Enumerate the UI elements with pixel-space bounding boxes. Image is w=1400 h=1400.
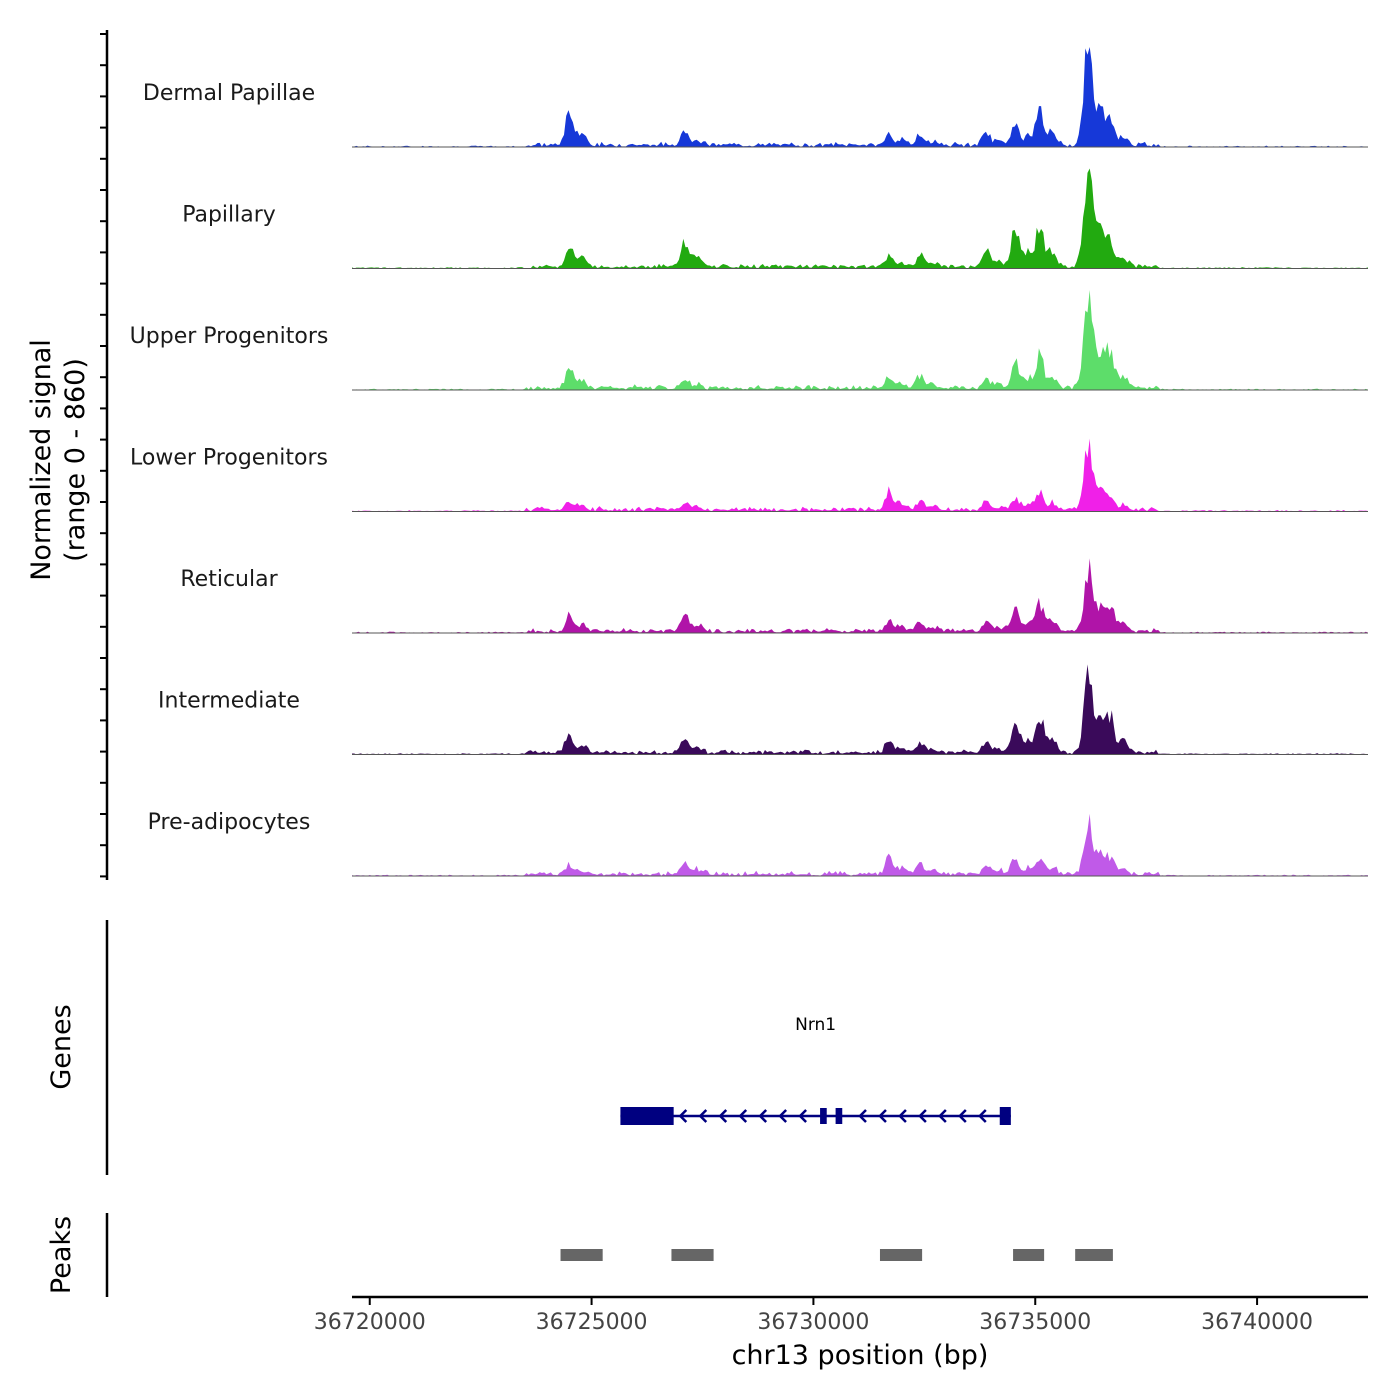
strand-arrow bbox=[918, 1109, 927, 1123]
strand-arrow bbox=[738, 1109, 748, 1123]
genes-panel-label: Genes bbox=[46, 1004, 77, 1089]
x-axis-title: chr13 position (bp) bbox=[732, 1340, 989, 1371]
gene-name: Nrn1 bbox=[795, 1015, 836, 1035]
y-axis-title-line2: (range 0 - 860) bbox=[60, 358, 91, 562]
strand-arrow bbox=[778, 1109, 788, 1123]
gene-exon bbox=[620, 1107, 674, 1125]
signal-area bbox=[352, 438, 1368, 512]
peak-region bbox=[560, 1249, 603, 1261]
coverage-y-ticks bbox=[100, 33, 107, 878]
strand-arrow bbox=[878, 1109, 887, 1123]
x-tick-label: 36735000 bbox=[979, 1310, 1091, 1335]
signal-tracks bbox=[352, 47, 1368, 877]
signal-area bbox=[352, 813, 1368, 876]
peak-region bbox=[879, 1249, 923, 1261]
signal-area bbox=[352, 168, 1368, 269]
track-label: Lower Progenitors bbox=[130, 446, 328, 471]
track-label: Papillary bbox=[182, 203, 276, 228]
x-tick-label: 36720000 bbox=[314, 1310, 426, 1335]
peak-regions bbox=[560, 1249, 1113, 1261]
y-axis-title: Normalized signal (range 0 - 860) bbox=[26, 339, 91, 581]
strand-arrow bbox=[698, 1109, 708, 1123]
strand-arrow bbox=[678, 1109, 688, 1123]
signal-area bbox=[352, 290, 1368, 390]
peak-region bbox=[1075, 1249, 1113, 1261]
strand-arrow bbox=[758, 1109, 768, 1123]
strand-arrow bbox=[958, 1109, 967, 1123]
gene-exon bbox=[999, 1107, 1011, 1125]
strand-arrow bbox=[898, 1109, 907, 1123]
signal-area bbox=[352, 558, 1368, 633]
x-axis-ticks: 36720000 36725000 36730000 36735000 36740000 bbox=[314, 1297, 1313, 1335]
track-label: Intermediate bbox=[158, 689, 300, 714]
track-label: Reticular bbox=[180, 567, 278, 592]
track-label: Pre-adipocytes bbox=[148, 810, 311, 835]
strand-arrow bbox=[718, 1109, 728, 1123]
peaks-panel-label: Peaks bbox=[46, 1216, 77, 1294]
x-tick-label: 36725000 bbox=[536, 1310, 648, 1335]
strand-arrow bbox=[798, 1109, 807, 1123]
gene-exon bbox=[835, 1108, 843, 1124]
peak-region bbox=[1013, 1249, 1045, 1261]
track-labels: Dermal Papillae Papillary Upper Progenitor… bbox=[130, 81, 329, 835]
gene-exon bbox=[820, 1108, 827, 1124]
x-tick-label: 36740000 bbox=[1201, 1310, 1313, 1335]
strand-arrow bbox=[978, 1109, 987, 1123]
strand-arrow bbox=[858, 1109, 867, 1123]
signal-area bbox=[352, 47, 1368, 147]
peak-region bbox=[671, 1249, 714, 1261]
track-label: Upper Progenitors bbox=[130, 324, 329, 349]
gene-model: Nrn1 bbox=[620, 1015, 1011, 1125]
y-axis-title-line1: Normalized signal bbox=[26, 339, 57, 581]
signal-area bbox=[352, 664, 1368, 755]
strand-arrow bbox=[938, 1109, 947, 1123]
x-tick-label: 36730000 bbox=[757, 1310, 869, 1335]
track-label: Dermal Papillae bbox=[143, 81, 315, 106]
